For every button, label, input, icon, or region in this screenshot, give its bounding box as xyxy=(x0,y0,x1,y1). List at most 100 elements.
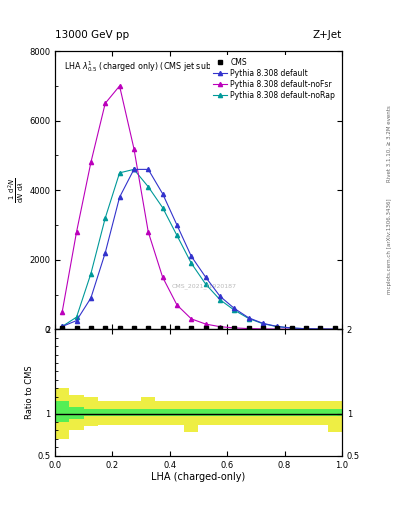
Bar xyxy=(170,401,184,424)
Bar xyxy=(127,409,141,416)
Bar xyxy=(84,397,98,426)
Line: Pythia 8.308 default: Pythia 8.308 default xyxy=(60,167,337,331)
Y-axis label: Ratio to CMS: Ratio to CMS xyxy=(25,366,34,419)
Bar xyxy=(270,401,285,424)
CMS xyxy=(117,325,122,331)
CMS xyxy=(275,325,280,331)
CMS xyxy=(174,325,179,331)
Bar xyxy=(328,409,342,416)
Pythia 8.308 default-noFsr xyxy=(289,326,294,332)
Pythia 8.308 default-noRap xyxy=(132,166,136,173)
CMS xyxy=(74,325,79,331)
CMS xyxy=(88,325,93,331)
Pythia 8.308 default xyxy=(132,166,136,173)
Pythia 8.308 default-noRap xyxy=(318,326,323,332)
Pythia 8.308 default-noFsr xyxy=(174,302,179,308)
Pythia 8.308 default-noRap xyxy=(146,184,151,190)
Pythia 8.308 default-noFsr xyxy=(218,324,222,330)
Line: Pythia 8.308 default-noFsr: Pythia 8.308 default-noFsr xyxy=(60,84,337,331)
Bar xyxy=(55,388,70,439)
Bar xyxy=(227,409,242,416)
CMS xyxy=(189,325,194,331)
CMS xyxy=(246,325,251,331)
Pythia 8.308 default-noFsr xyxy=(74,229,79,235)
Bar xyxy=(256,401,270,424)
Pythia 8.308 default xyxy=(232,305,237,311)
Pythia 8.308 default xyxy=(146,166,151,173)
Y-axis label: $\frac{1}{\mathrm{d}N}\frac{\mathrm{d}^2N}{\mathrm{d}\lambda}$: $\frac{1}{\mathrm{d}N}\frac{\mathrm{d}^2… xyxy=(7,178,26,203)
Pythia 8.308 default xyxy=(261,321,265,327)
Pythia 8.308 default xyxy=(88,295,93,301)
Bar xyxy=(184,401,198,432)
Pythia 8.308 default xyxy=(218,293,222,300)
Pythia 8.308 default-noFsr xyxy=(232,325,237,331)
Legend: CMS, Pythia 8.308 default, Pythia 8.308 default-noFsr, Pythia 8.308 default-noRa: CMS, Pythia 8.308 default, Pythia 8.308 … xyxy=(210,55,338,103)
Pythia 8.308 default xyxy=(103,250,108,256)
Bar xyxy=(285,401,299,424)
Bar xyxy=(270,409,285,416)
Bar xyxy=(313,409,328,416)
Pythia 8.308 default-noRap xyxy=(289,325,294,331)
CMS xyxy=(218,325,222,331)
Pythia 8.308 default-noFsr xyxy=(246,326,251,332)
Bar xyxy=(299,401,313,424)
Line: CMS: CMS xyxy=(60,326,337,330)
Pythia 8.308 default-noFsr xyxy=(304,326,309,332)
Pythia 8.308 default-noFsr xyxy=(88,159,93,165)
CMS xyxy=(289,325,294,331)
Pythia 8.308 default xyxy=(60,324,64,330)
CMS xyxy=(203,325,208,331)
Pythia 8.308 default-noRap xyxy=(261,321,265,327)
Pythia 8.308 default-noFsr xyxy=(261,326,265,332)
Bar xyxy=(198,409,213,416)
Pythia 8.308 default-noFsr xyxy=(117,83,122,89)
Bar xyxy=(112,409,127,416)
Bar xyxy=(242,409,256,416)
Bar xyxy=(328,401,342,432)
Pythia 8.308 default-noRap xyxy=(189,260,194,266)
Pythia 8.308 default-noFsr xyxy=(60,309,64,315)
Pythia 8.308 default-noFsr xyxy=(275,326,280,332)
X-axis label: LHA (charged-only): LHA (charged-only) xyxy=(151,472,246,482)
Pythia 8.308 default-noRap xyxy=(160,205,165,211)
CMS xyxy=(160,325,165,331)
Pythia 8.308 default xyxy=(246,315,251,321)
Pythia 8.308 default-noFsr xyxy=(189,316,194,322)
CMS xyxy=(60,325,64,331)
Pythia 8.308 default-noFsr xyxy=(203,321,208,327)
Bar xyxy=(242,401,256,424)
Bar xyxy=(313,401,328,424)
Pythia 8.308 default-noRap xyxy=(232,307,237,313)
Pythia 8.308 default-noRap xyxy=(103,215,108,221)
Bar xyxy=(127,401,141,424)
Bar xyxy=(285,409,299,416)
Bar xyxy=(84,409,98,416)
Bar xyxy=(156,401,170,424)
Pythia 8.308 default xyxy=(203,274,208,280)
Pythia 8.308 default-noRap xyxy=(74,314,79,320)
CMS xyxy=(132,325,136,331)
Pythia 8.308 default-noFsr xyxy=(318,326,323,332)
Bar xyxy=(213,409,227,416)
Bar xyxy=(141,409,156,416)
Text: mcplots.cern.ch [arXiv:1306.3436]: mcplots.cern.ch [arXiv:1306.3436] xyxy=(387,198,392,293)
Pythia 8.308 default-noRap xyxy=(246,315,251,322)
Bar xyxy=(70,395,84,431)
Pythia 8.308 default xyxy=(74,317,79,324)
Pythia 8.308 default-noRap xyxy=(117,170,122,176)
Text: Z+Jet: Z+Jet xyxy=(313,30,342,40)
Pythia 8.308 default xyxy=(117,194,122,200)
Pythia 8.308 default-noFsr xyxy=(160,274,165,280)
Pythia 8.308 default-noFsr xyxy=(103,100,108,106)
Bar xyxy=(70,407,84,419)
Pythia 8.308 default-noRap xyxy=(332,326,337,332)
Pythia 8.308 default-noRap xyxy=(60,324,64,330)
Pythia 8.308 default-noRap xyxy=(203,281,208,287)
Text: 13000 GeV pp: 13000 GeV pp xyxy=(55,30,129,40)
Line: Pythia 8.308 default-noRap: Pythia 8.308 default-noRap xyxy=(60,167,337,331)
CMS xyxy=(103,325,108,331)
Pythia 8.308 default-noFsr xyxy=(332,326,337,332)
Text: Rivet 3.1.10, ≥ 3.2M events: Rivet 3.1.10, ≥ 3.2M events xyxy=(387,105,392,182)
Bar xyxy=(184,409,198,416)
Text: CMS_2021_I1920187: CMS_2021_I1920187 xyxy=(172,284,237,289)
